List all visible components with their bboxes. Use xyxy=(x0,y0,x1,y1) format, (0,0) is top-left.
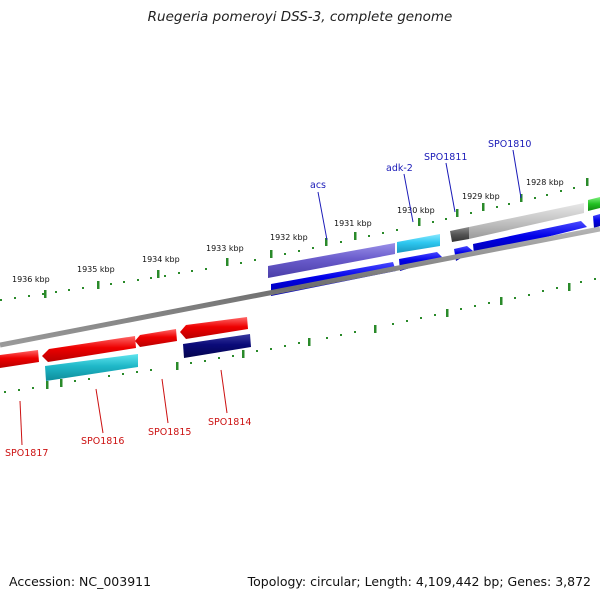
gene-label-acs: acs xyxy=(310,180,326,191)
tick-label: 1936 kbp xyxy=(12,275,50,284)
gene-spo1816-red[interactable] xyxy=(42,336,136,362)
genome-summary: Topology: circular; Length: 4,109,442 bp… xyxy=(247,574,591,589)
gene-offscreen-green[interactable] xyxy=(588,197,600,211)
tick-label: 1928 kbp xyxy=(526,178,564,187)
genome-title: Ruegeria pomeroyi DSS-3, complete genome xyxy=(147,9,453,25)
gene-adk-2[interactable] xyxy=(397,234,440,253)
gene-spo1814-red[interactable] xyxy=(180,317,248,339)
gene-spo1811[interactable] xyxy=(469,203,584,239)
gene-acs[interactable] xyxy=(268,243,395,278)
gene-label-spo1815: SPO1815 xyxy=(148,427,191,438)
gene-label-spo1810: SPO1810 xyxy=(488,139,531,150)
tick-label: 1933 kbp xyxy=(206,244,244,253)
tick-label: 1930 kbp xyxy=(397,206,435,215)
tick-label: 1929 kbp xyxy=(462,192,500,201)
gene-label-spo1817: SPO1817 xyxy=(5,448,48,459)
gene-label-spo1816: SPO1816 xyxy=(81,436,124,447)
reverse-leaders xyxy=(19,369,228,446)
gene-spo1817[interactable] xyxy=(0,350,39,368)
tick-label: 1935 kbp xyxy=(77,265,115,274)
tick-label: 1934 kbp xyxy=(142,255,180,264)
outer-tick-row xyxy=(0,178,589,301)
gene-spo1816[interactable] xyxy=(45,354,138,381)
gene-spo1815[interactable] xyxy=(135,329,177,347)
gene-forward-cds-5[interactable] xyxy=(593,214,600,228)
accession-label: Accession: NC_003911 xyxy=(9,574,152,589)
gene-spo1811-prior[interactable] xyxy=(450,227,469,242)
gene-label-spo1814: SPO1814 xyxy=(208,417,251,428)
gene-spo1814[interactable] xyxy=(183,334,251,358)
gene-label-spo1811: SPO1811 xyxy=(424,152,467,163)
gene-label-adk-2: adk-2 xyxy=(386,163,413,174)
inner-tick-row xyxy=(4,278,596,393)
tick-label: 1931 kbp xyxy=(334,219,372,228)
forward-leaders xyxy=(317,149,522,241)
genome-backbone xyxy=(0,226,600,348)
tick-label: 1932 kbp xyxy=(270,233,308,242)
reverse-genes xyxy=(0,317,251,381)
